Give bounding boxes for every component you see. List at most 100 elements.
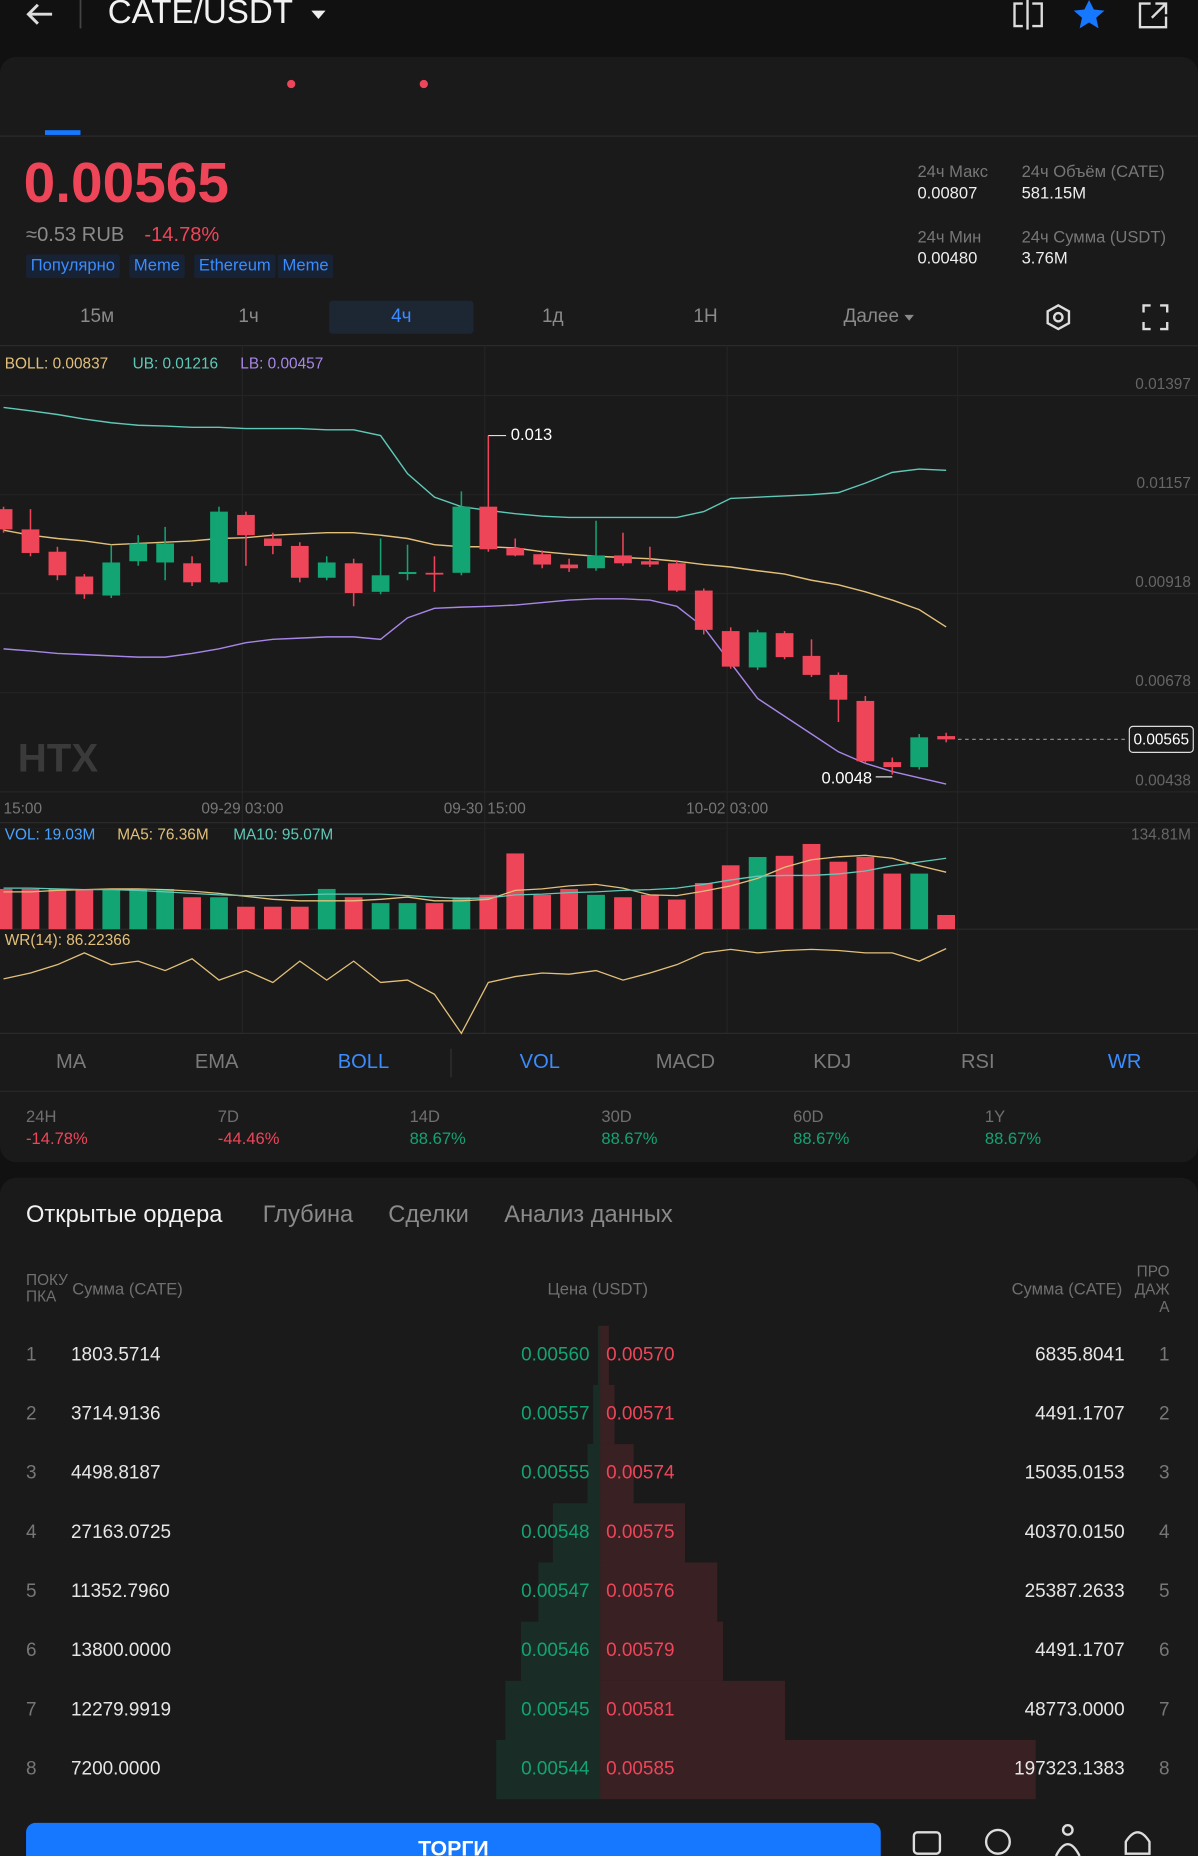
candle-body bbox=[587, 555, 605, 569]
indicator-tab[interactable]: WR bbox=[1108, 1051, 1142, 1073]
candle-body bbox=[694, 590, 713, 630]
orderbook-rows: 1 1803.5714 0.00560 0.00570 6835.8041 1 2 3714.… bbox=[26, 1344, 1170, 1779]
buy-header: ПКА bbox=[26, 1288, 57, 1305]
volume-bar bbox=[479, 894, 498, 930]
last-price-box bbox=[1128, 725, 1194, 753]
orderbook-tab[interactable]: Глубина bbox=[263, 1202, 354, 1228]
bid-price: 0.00546 bbox=[521, 1640, 589, 1661]
bid-index: 2 bbox=[26, 1403, 37, 1424]
candle-body bbox=[883, 762, 902, 768]
bid-amount: 3714.9136 bbox=[71, 1403, 160, 1424]
indicator-tab[interactable]: KDJ bbox=[813, 1051, 851, 1073]
volume-bar bbox=[452, 897, 471, 930]
timeframe[interactable]: 1д bbox=[542, 306, 564, 327]
pair-dropdown[interactable] bbox=[311, 10, 326, 19]
period-change: 88.67% bbox=[601, 1129, 657, 1148]
candle-body bbox=[290, 545, 309, 578]
candle-body bbox=[614, 555, 632, 564]
volume-bar bbox=[802, 843, 821, 930]
volume-ma-line bbox=[3, 857, 947, 900]
indicator-tab[interactable]: RSI bbox=[961, 1051, 995, 1073]
period-label: 14D bbox=[410, 1107, 440, 1126]
bid-amount: 4498.8187 bbox=[71, 1463, 160, 1484]
fullscreen-button[interactable] bbox=[1142, 304, 1169, 331]
sell-amount-header: Сумма (CATE) bbox=[1012, 1280, 1123, 1299]
bid-price: 0.00544 bbox=[521, 1759, 589, 1780]
volume-bar bbox=[156, 888, 175, 930]
orderbook-tab[interactable]: Анализ данных bbox=[504, 1202, 673, 1228]
timeframe[interactable]: 15м bbox=[80, 306, 114, 327]
trade-button[interactable] bbox=[26, 1822, 881, 1856]
indicator-tab[interactable]: EMA bbox=[195, 1051, 239, 1073]
chart-icon[interactable] bbox=[912, 1831, 942, 1855]
volume-bar bbox=[48, 888, 67, 930]
tag: Ethereum bbox=[199, 256, 271, 275]
indicator-tab[interactable]: MACD bbox=[656, 1051, 715, 1073]
ask-index: 6 bbox=[1159, 1640, 1170, 1661]
y-tick-label: 0.00918 bbox=[1135, 574, 1191, 591]
candle-body bbox=[721, 631, 740, 667]
orderbook-tab[interactable]: Открытые ордера bbox=[26, 1202, 223, 1228]
ask-depth-bar bbox=[600, 1384, 615, 1445]
bot-icon[interactable] bbox=[984, 1828, 1011, 1855]
ask-index: 3 bbox=[1159, 1463, 1170, 1484]
buy-header: ПОКУ bbox=[26, 1272, 68, 1289]
candle-body bbox=[21, 529, 40, 553]
y-tick-label: 0.00678 bbox=[1135, 673, 1191, 690]
bid-index: 5 bbox=[26, 1581, 37, 1602]
bid-price: 0.00560 bbox=[521, 1344, 589, 1365]
indicator-tab[interactable]: MA bbox=[56, 1051, 87, 1073]
period-change: 88.67% bbox=[985, 1129, 1041, 1148]
volume-bar bbox=[748, 857, 767, 930]
orderbook-header: Сумма (CATE) Цена (USDT) Сумма (CATE) ПО… bbox=[26, 1264, 1170, 1317]
timeframe-selected-bg bbox=[329, 300, 474, 334]
timeframe[interactable]: 1Н bbox=[693, 306, 717, 327]
volume-bar bbox=[910, 873, 929, 930]
ask-price: 0.00570 bbox=[606, 1344, 674, 1365]
indicator-tab[interactable]: VOL bbox=[520, 1051, 560, 1073]
x-tick-label: 15:00 bbox=[4, 801, 42, 818]
ask-price: 0.00574 bbox=[606, 1463, 674, 1484]
period-change: -44.46% bbox=[218, 1129, 280, 1148]
timeframe[interactable]: 4ч bbox=[391, 306, 411, 327]
compare-icon[interactable] bbox=[1013, 0, 1043, 30]
notification-icon[interactable] bbox=[1124, 1831, 1151, 1855]
timeframe[interactable]: Далее bbox=[844, 306, 899, 327]
price-header: Цена (USDT) bbox=[548, 1280, 649, 1299]
volume-bar bbox=[506, 853, 525, 930]
back-button[interactable] bbox=[26, 3, 53, 25]
candle-body bbox=[829, 674, 848, 700]
candle-body bbox=[802, 655, 821, 675]
volume-bar bbox=[425, 903, 444, 930]
volume-bar bbox=[210, 897, 228, 930]
high-label: 0.013 bbox=[511, 425, 552, 444]
settings-button[interactable] bbox=[1046, 304, 1071, 331]
volume-bar bbox=[694, 882, 713, 930]
watermark: HTX bbox=[18, 736, 99, 781]
ask-amount: 6835.8041 bbox=[1035, 1344, 1124, 1365]
ask-depth-bar bbox=[600, 1562, 718, 1622]
bid-index: 8 bbox=[26, 1759, 37, 1780]
boll-line bbox=[3, 598, 947, 785]
trade-button-label[interactable]: ТОРГИ bbox=[418, 1837, 489, 1856]
pair-title[interactable]: CATE/USDT bbox=[108, 0, 293, 31]
ask-amount: 4491.1707 bbox=[1035, 1640, 1124, 1661]
stat-value: 0.00480 bbox=[917, 249, 977, 268]
candle-body bbox=[479, 506, 498, 550]
tag: Meme bbox=[134, 256, 180, 275]
favorite-button[interactable] bbox=[1073, 0, 1105, 29]
timeframe[interactable]: 1ч bbox=[238, 306, 258, 327]
share-button[interactable] bbox=[1138, 2, 1168, 29]
price-change: -14.78% bbox=[144, 224, 219, 246]
candle-body bbox=[641, 561, 659, 565]
period-change: 88.67% bbox=[793, 1129, 849, 1148]
indicator-tab[interactable]: BOLL bbox=[338, 1051, 389, 1073]
orderbook-tab[interactable]: Сделки bbox=[388, 1202, 469, 1228]
candle-body bbox=[0, 509, 13, 530]
candle-body bbox=[506, 548, 525, 556]
candle-body bbox=[371, 575, 390, 592]
community-icon[interactable] bbox=[1054, 1824, 1081, 1856]
period-change: -14.78% bbox=[26, 1129, 88, 1148]
bid-depth-bar bbox=[520, 1621, 601, 1681]
bid-depth-bar bbox=[597, 1325, 601, 1385]
